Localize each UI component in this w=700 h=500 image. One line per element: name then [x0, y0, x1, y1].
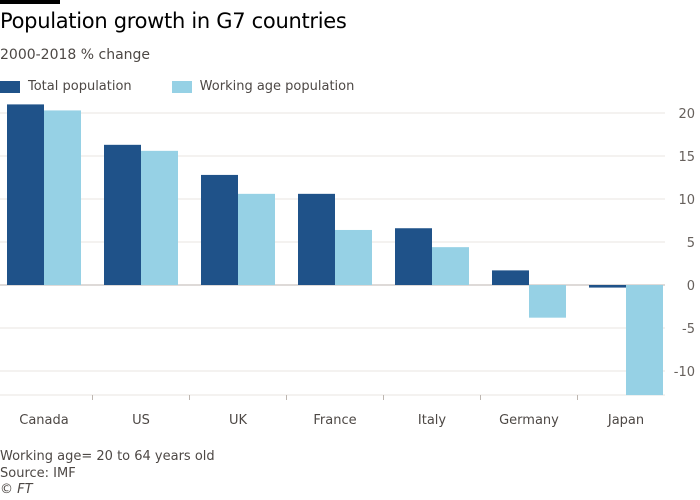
bar-italy-total [395, 228, 432, 285]
bar-italy-working [432, 247, 469, 285]
bar-uk-total [201, 174, 238, 285]
x-tick-label: US [132, 413, 150, 428]
legend-label-working: Working age population [199, 79, 355, 94]
bar-canada-working [44, 110, 81, 285]
legend-swatch-total [0, 80, 20, 93]
bar-japan-total [589, 285, 626, 288]
bar-france-working [335, 229, 372, 285]
bar-uk-working [238, 193, 275, 285]
bar-germany-working [529, 285, 566, 318]
legend-item-working: Working age population [171, 79, 355, 94]
bar-canada-total [7, 104, 44, 286]
credit: © FT [0, 482, 33, 497]
bar-germany-total [492, 270, 529, 285]
legend: Total population Working age population [0, 79, 354, 94]
y-tick-label: 20 [678, 107, 695, 122]
bar-chart: 20 15 10 5 0 -5 -10 Canada US UK France Italy German… [0, 104, 695, 428]
x-tick-label: Italy [418, 413, 447, 428]
bar-japan-working [626, 285, 663, 396]
y-tick-label: 15 [678, 150, 695, 165]
source: Source: IMF [0, 466, 76, 481]
legend-label-total: Total population [28, 79, 132, 94]
legend-swatch-working [171, 80, 192, 93]
chart-title: Population growth in G7 countries [0, 9, 347, 33]
y-tick-label: -10 [674, 365, 695, 380]
chart-subtitle: 2000-2018 % change [0, 47, 151, 63]
x-tick-label: Canada [19, 413, 68, 428]
y-tick-label: 0 [687, 279, 695, 294]
y-tick-label: 5 [687, 236, 695, 251]
x-tick-label: France [313, 413, 356, 428]
bar-us-total [104, 144, 141, 285]
x-tick-label: Germany [499, 413, 559, 428]
y-tick-label: 10 [678, 193, 695, 208]
bar-france-total [298, 193, 335, 285]
bar-us-working [141, 150, 178, 285]
x-tick-label: Japan [607, 413, 644, 428]
y-tick-label: -5 [682, 322, 695, 337]
x-tick-label: UK [229, 413, 248, 428]
footnote: Working age= 20 to 64 years old [0, 449, 215, 464]
legend-item-total: Total population [0, 79, 132, 94]
brand-bar [0, 0, 60, 4]
